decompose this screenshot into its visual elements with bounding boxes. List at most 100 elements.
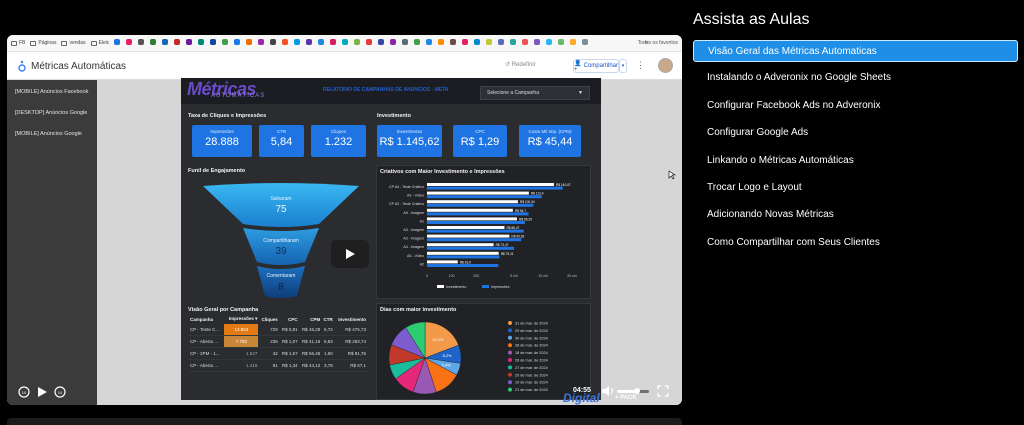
lesson-item[interactable]: Adicionando Novas Métricas [707, 209, 834, 221]
bookmark-favicon-icon[interactable] [390, 39, 397, 45]
bookmark-favicon-icon[interactable] [198, 39, 205, 45]
table-cell: 7.792 [224, 335, 259, 348]
bookmark-favicon-icon[interactable] [510, 39, 517, 45]
bookmark-favicon-icon[interactable] [186, 39, 193, 45]
legend-swatch [508, 372, 512, 377]
bookmark-favicon-icon[interactable] [150, 39, 157, 45]
page-item-mobile-google[interactable]: [MOBILE] Anúncios Google [15, 131, 82, 137]
bookmark-folder-vendas[interactable]: vendas [61, 40, 86, 46]
bookmark-favicon-icon[interactable] [438, 39, 445, 45]
legend-label: 28 de mar. de 2024 [515, 344, 548, 348]
bookmark-favicon-icon[interactable] [354, 39, 361, 45]
table-row[interactable]: CP - Teste C... 13.853 729 R$ 0,81 R$ 46,28 6… [189, 324, 367, 336]
bookmark-favicon-icon[interactable] [582, 39, 589, 45]
report-heading: RELATÓRIO DE CAMPANHAS DE ANÚNCIOS - MET… [323, 87, 449, 93]
bookmark-favicon-icon[interactable] [210, 39, 217, 45]
bookmark-favicon-icon[interactable] [474, 39, 481, 45]
table-header-cell[interactable]: Impressões ▾ [228, 316, 258, 321]
table-header-cell[interactable]: CTR [323, 317, 333, 322]
table-header-cell[interactable]: Cliques [261, 317, 278, 322]
page-item-desktop-google[interactable]: [DESKTOP] Anúncios Google [15, 110, 88, 116]
bar-data-label: R$ 140,07 [556, 183, 571, 187]
more-options-icon[interactable]: ⋮ [636, 60, 645, 70]
bookmark-favicon-icon[interactable] [258, 39, 265, 45]
lesson-item[interactable]: Instalando o Adveronix no Google Sheets [707, 72, 892, 84]
bookmark-favicon-icon[interactable] [414, 39, 421, 45]
bookmark-favicon-icon[interactable] [498, 39, 505, 45]
bookmark-favicon-icon[interactable] [162, 39, 169, 45]
avatar[interactable] [658, 58, 673, 73]
bookmark-folder-paginas[interactable]: Páginas [30, 40, 56, 46]
bookmark-favicon-icon[interactable] [234, 39, 241, 45]
rewind-10-icon[interactable]: 10 [17, 385, 31, 399]
table-cell: CP - Aberto ... [189, 359, 225, 372]
page-item-mobile-facebook[interactable]: [MOBILE] Anúncios Facebook [15, 89, 89, 95]
reset-button[interactable]: ↺ Redefinir [505, 62, 536, 68]
play-small-icon[interactable] [35, 385, 49, 399]
lesson-item[interactable]: Configurar Google Ads [707, 127, 809, 139]
bookmark-favicon-icon[interactable] [294, 39, 301, 45]
bookmark-favicon-icon[interactable] [222, 39, 229, 45]
bar-category-label: A3 - Imagem [403, 228, 424, 232]
bookmark-favicon-icon[interactable] [402, 39, 409, 45]
bar-impressoes [427, 238, 522, 242]
bookmark-favicon-icon[interactable] [330, 39, 337, 45]
bookmark-favicon-icon[interactable] [366, 39, 373, 45]
campaign-table: Campanha Impressões ▾ Cliques CPC CPM CTR Inve… [189, 314, 367, 372]
table-header-cell[interactable]: Campanha [190, 317, 214, 322]
bookmark-favicon-icon[interactable] [174, 39, 181, 45]
bookmark-favicon-icon[interactable] [246, 39, 253, 45]
bookmark-favicon-icon[interactable] [486, 39, 493, 45]
share-button[interactable]: 👤+ Compartilhar [573, 59, 619, 73]
lesson-item[interactable]: Trocar Logo e Layout [707, 182, 802, 193]
volume-icon[interactable] [601, 385, 615, 397]
table-header-cell[interactable]: CPM [310, 317, 321, 322]
bookmark-favicon-icon[interactable] [450, 39, 457, 45]
lesson-item[interactable]: Configurar Facebook Ads no Adveronix [707, 99, 881, 111]
bar-investimento [427, 208, 513, 212]
bookmark-favicon-icon[interactable] [318, 39, 325, 45]
funnel-value-2: 39 [275, 246, 287, 257]
lesson-item[interactable]: Como Compartilhar com Seus Clientes [707, 236, 880, 248]
bookmarks-more-button[interactable]: » [644, 40, 648, 46]
bookmark-favicon-icon[interactable] [306, 39, 313, 45]
table-row[interactable]: CP - 2PM - 1... 1.527 42 R$ 1,57 R$ 56,48 1,9… [189, 347, 367, 360]
bookmark-favicon-icon[interactable] [270, 39, 277, 45]
bar-investimento [427, 217, 517, 221]
bookmark-favicon-icon[interactable] [462, 39, 469, 45]
bookmark-favicon-icon[interactable] [570, 39, 577, 45]
bar-investimento [427, 260, 458, 264]
bookmark-favicon-icon[interactable] [114, 39, 121, 45]
play-button[interactable] [331, 240, 369, 268]
bookmark-favicon-icon[interactable] [546, 39, 553, 45]
bookmark-favicon-icon[interactable] [534, 39, 541, 45]
bookmark-favicon-icon[interactable] [138, 39, 145, 45]
video-player[interactable]: FB Páginas vendas Eleic » Todos os favor… [7, 35, 682, 405]
bookmark-folder-fb[interactable]: FB [11, 40, 25, 46]
table-row[interactable]: CP - Aberto ... 1.419 81 R$ 1,34 R$ 44,12 3,7… [189, 359, 367, 372]
forward-10-icon[interactable]: 10 [53, 385, 67, 399]
campaign-select[interactable]: Selecione a Campanha ▼ [480, 86, 590, 100]
all-bookmarks-button[interactable]: Todos os favoritos [637, 40, 678, 46]
fullscreen-icon[interactable] [657, 385, 669, 397]
funnel-label-1: Salvaram [270, 196, 291, 202]
table-header-cell[interactable]: Investimento [338, 317, 366, 322]
lesson-item[interactable]: Visão Geral das Métricas Automaticas [693, 40, 1018, 62]
volume-knob[interactable] [633, 388, 640, 394]
bookmark-favicon-icon[interactable] [126, 39, 133, 45]
lesson-item[interactable]: Linkando o Métricas Automáticas [707, 154, 854, 166]
bookmark-favicon-icon[interactable] [378, 39, 385, 45]
table-header-cell[interactable]: CPC [288, 317, 298, 322]
bookmark-folder-eleic[interactable]: Eleic [90, 40, 109, 46]
looker-toolbar: Métricas Automáticas ↺ Redefinir 👤+ Comp… [7, 52, 682, 80]
share-dropdown-button[interactable]: ▾ [619, 59, 627, 73]
bookmark-favicon-icon[interactable] [342, 39, 349, 45]
bookmark-favicon-icon[interactable] [522, 39, 529, 45]
bookmark-favicon-icon[interactable] [282, 39, 289, 45]
table-cell: R$ 1,07 [278, 335, 299, 348]
bookmark-favicon-icon[interactable] [558, 39, 565, 45]
bookmark-favicon-icon[interactable] [426, 39, 433, 45]
table-row[interactable]: CP - Aberto ... 7.792 236 R$ 1,07 R$ 41,16 6,… [189, 335, 367, 348]
volume-slider[interactable] [617, 388, 649, 394]
days-pie-chart: 19,2% 8,2% 5,4% 31 de mar. de 2024 29 de mar… [388, 321, 548, 395]
